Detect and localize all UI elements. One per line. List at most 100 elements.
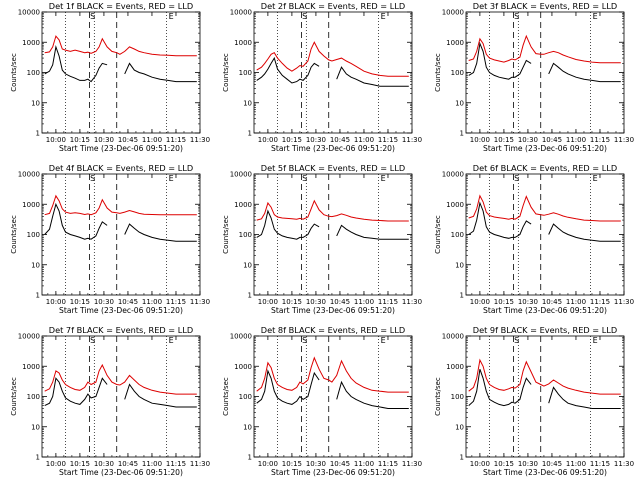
x-tick-label: 10:15 [494, 460, 514, 468]
y-axis-label: Counts/sec [434, 53, 442, 92]
x-tick-label: 11:30 [190, 136, 210, 144]
x-tick-label: 11:30 [402, 460, 422, 468]
chart-panel-8: Det 8f BLACK = Events, RED = LLD 1 10 100 10… [222, 325, 422, 477]
y-tick-label: 10 [243, 261, 252, 269]
y-tick-label: 10000 [18, 9, 40, 17]
y-tick-label: 100 [451, 393, 464, 401]
x-tick-label: 10:00 [258, 136, 278, 144]
x-tick-label: 10:15 [70, 298, 90, 306]
x-tick-label: 11:00 [142, 460, 162, 468]
x-tick-label: 10:30 [306, 298, 326, 306]
chart-panel-5: Det 5f BLACK = Events, RED = LLD 1 10 100 10… [222, 163, 422, 315]
y-tick-label: 100 [27, 393, 40, 401]
x-tick-label: 11:00 [566, 460, 586, 468]
x-tick-label: 11:00 [566, 298, 586, 306]
marker-label-s: S [302, 336, 307, 345]
x-tick-label: 10:15 [494, 136, 514, 144]
series-line-red [468, 358, 621, 395]
x-tick-label: 10:15 [282, 460, 302, 468]
y-tick-label: 1000 [446, 363, 464, 371]
y-tick-label: 1 [36, 130, 40, 138]
x-tick-label: 10:00 [470, 136, 490, 144]
y-tick-label: 1000 [234, 363, 252, 371]
chart-panel-7: Det 7f BLACK = Events, RED = LLD 1 10 100 10… [10, 325, 210, 477]
y-tick-label: 1 [460, 454, 464, 462]
x-tick-label: 11:00 [354, 136, 374, 144]
x-tick-label: 10:00 [258, 298, 278, 306]
series-line-black [44, 377, 197, 408]
chart-title: Det 4f BLACK = Events, RED = LLD [49, 163, 193, 173]
x-tick-label: 11:00 [142, 298, 162, 306]
marker-label-s: S [302, 12, 307, 21]
y-axis-label: Counts/sec [434, 215, 442, 254]
chart-title: Det 1f BLACK = Events, RED = LLD [49, 1, 193, 11]
series-line-red [256, 41, 409, 77]
y-tick-label: 100 [27, 231, 40, 239]
x-tick-label: 11:00 [566, 136, 586, 144]
x-tick-label: 10:30 [94, 460, 114, 468]
x-tick-label: 11:30 [402, 136, 422, 144]
chart-panel-1: Det 1f BLACK = Events, RED = LLD 1 10 100 10… [10, 1, 210, 153]
y-axis-label: Counts/sec [10, 377, 18, 416]
x-tick-label: 10:45 [330, 460, 350, 468]
series-line-red [44, 363, 197, 395]
x-tick-label: 11:15 [590, 298, 610, 306]
y-tick-label: 10000 [442, 333, 464, 341]
y-tick-label: 10000 [18, 171, 40, 179]
marker-label-s: S [302, 174, 307, 183]
y-axis-label: Counts/sec [222, 377, 230, 416]
y-tick-label: 10 [243, 99, 252, 107]
y-tick-label: 10000 [230, 333, 252, 341]
marker-label-e: E [593, 174, 598, 183]
y-tick-label: 1 [36, 292, 40, 300]
marker-label-e: E [381, 12, 386, 21]
y-tick-label: 1000 [446, 39, 464, 47]
y-tick-label: 10000 [442, 9, 464, 17]
x-tick-label: 11:30 [190, 460, 210, 468]
series-line-red [256, 199, 409, 222]
x-tick-label: 11:30 [614, 136, 634, 144]
marker-label-e: E [381, 336, 386, 345]
y-tick-label: 1 [248, 130, 252, 138]
y-tick-label: 10000 [230, 9, 252, 17]
marker-label-e: E [169, 336, 174, 345]
x-tick-label: 10:15 [70, 136, 90, 144]
series-line-red [468, 34, 621, 64]
marker-label-s: S [90, 174, 95, 183]
x-tick-label: 10:45 [118, 460, 138, 468]
series-line-black [44, 44, 197, 83]
x-tick-label: 11:15 [166, 136, 186, 144]
y-tick-label: 10 [31, 261, 40, 269]
x-tick-label: 10:30 [518, 460, 538, 468]
y-tick-label: 1000 [234, 39, 252, 47]
y-tick-label: 1 [248, 292, 252, 300]
marker-label-e: E [593, 12, 598, 21]
x-tick-label: 10:45 [330, 136, 350, 144]
x-tick-label: 10:30 [94, 298, 114, 306]
chart-title: Det 7f BLACK = Events, RED = LLD [49, 325, 193, 335]
x-tick-label: 10:45 [118, 136, 138, 144]
x-tick-label: 11:00 [354, 460, 374, 468]
marker-label-s: S [514, 174, 519, 183]
y-tick-label: 100 [451, 231, 464, 239]
chart-panel-3: Det 3f BLACK = Events, RED = LLD 1 10 100 10… [434, 1, 634, 153]
y-tick-label: 10 [31, 423, 40, 431]
chart-title: Det 6f BLACK = Events, RED = LLD [473, 163, 617, 173]
y-tick-label: 1 [460, 130, 464, 138]
y-tick-label: 100 [239, 393, 252, 401]
y-tick-label: 1000 [22, 39, 40, 47]
x-tick-label: 11:30 [614, 298, 634, 306]
y-axis-label: Counts/sec [10, 53, 18, 92]
marker-label-e: E [381, 174, 386, 183]
y-tick-label: 10000 [230, 171, 252, 179]
x-tick-label: 11:00 [142, 136, 162, 144]
marker-label-s: S [90, 336, 95, 345]
x-tick-label: 11:15 [590, 460, 610, 468]
y-tick-label: 1 [36, 454, 40, 462]
x-tick-label: 10:45 [118, 298, 138, 306]
x-tick-label: 11:15 [166, 460, 186, 468]
x-tick-label: 10:15 [282, 298, 302, 306]
x-tick-label: 11:30 [614, 460, 634, 468]
x-tick-label: 11:30 [402, 298, 422, 306]
